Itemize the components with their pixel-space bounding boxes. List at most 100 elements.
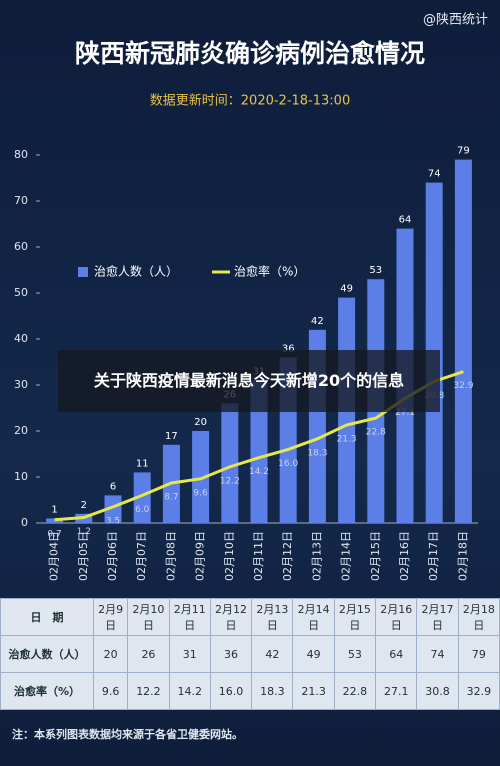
x-tick-label: 02月18日 [456, 531, 469, 581]
table-cell: 21.3 [292, 672, 335, 710]
y-tick-label: 10 [14, 470, 28, 483]
line-value-label: 14.2 [249, 467, 269, 477]
line-value-label: 32.9 [453, 381, 473, 391]
table-cell: 79 [457, 635, 500, 673]
note: 注：本系列图表数据均来源于各省卫健委网站。 [12, 728, 243, 741]
table-cell: 2月13日 [251, 598, 294, 636]
y-tick-label: 40 [14, 332, 28, 345]
line-value-label: 16.0 [278, 459, 298, 469]
table-cell: 12.2 [127, 672, 170, 710]
bar [46, 518, 64, 523]
table-cell: 22.8 [333, 672, 377, 710]
line-value-label: 9.6 [193, 488, 208, 498]
bar-value-label: 17 [165, 431, 178, 442]
table-cell: 31 [168, 635, 211, 673]
bar-value-label: 36 [282, 343, 295, 354]
table-cell: 42 [251, 635, 294, 673]
legend-label: 治愈率（%） [234, 264, 305, 279]
x-tick-label: 02月04日 [48, 531, 61, 581]
banner: 关于陕西疫情最新消息今天新增20个的信息 [58, 350, 440, 412]
table-cell: 64 [375, 635, 418, 673]
line-value-label: 1.2 [77, 527, 91, 537]
bar-value-label: 6 [110, 481, 116, 492]
table-cell: 治愈人数（人） [0, 635, 94, 673]
table-cell: 9.6 [92, 672, 129, 710]
table-cell: 2月17日 [416, 598, 459, 636]
y-tick-label: 80 [14, 148, 28, 161]
y-tick-label: 20 [14, 424, 28, 437]
legend-label: 治愈人数（人） [94, 264, 178, 279]
x-tick-label: 02月14日 [340, 531, 353, 581]
table-row: 日 期 2月9日 2月10日 2月11日 2月12日 2月13日 2月14日 2月15日 2月1… [0, 598, 500, 636]
y-tick-label: 60 [14, 240, 28, 253]
table-cell: 18.3 [251, 672, 294, 710]
bar-value-label: 49 [340, 284, 353, 295]
chart-title: 陕西新冠肺炎确诊病例治愈情况 [75, 39, 425, 68]
table-cell: 30.8 [416, 672, 459, 710]
bar-value-label: 2 [81, 500, 87, 511]
x-tick-label: 02月17日 [427, 531, 440, 581]
table-cell: 2月18日 [457, 598, 500, 636]
bar-value-label: 79 [457, 146, 470, 157]
legend-swatch [78, 267, 88, 277]
line-value-label: 12.2 [220, 476, 240, 486]
bar [192, 431, 210, 523]
bar-value-label: 1 [51, 504, 57, 515]
y-tick-label: 70 [14, 194, 28, 207]
table-cell: 日 期 [0, 598, 94, 636]
table-cell: 49 [292, 635, 335, 673]
data-table: 日 期 2月9日 2月10日 2月11日 2月12日 2月13日 2月14日 2月15日 2月1… [0, 598, 500, 710]
x-tick-label: 02月12日 [281, 531, 294, 581]
y-tick-label: 0 [21, 516, 28, 529]
line-value-label: 8.7 [164, 492, 178, 502]
bar-value-label: 20 [194, 417, 207, 428]
table-cell: 16.0 [209, 672, 253, 710]
line-value-label: 27.1 [395, 408, 415, 418]
bar [104, 495, 122, 523]
bar-value-label: 53 [369, 265, 382, 276]
bar-value-label: 11 [136, 458, 149, 469]
table-cell: 治愈率（%） [0, 672, 94, 710]
table-cell: 14.2 [168, 672, 211, 710]
table-cell: 27.1 [375, 672, 418, 710]
bar [133, 472, 151, 523]
table-cell: 2月14日 [292, 598, 335, 636]
x-tick-label: 02月15日 [369, 531, 382, 581]
table-cell: 2月15日 [333, 598, 377, 636]
bar [250, 380, 268, 523]
x-tick-label: 02月13日 [310, 531, 323, 581]
source: @陕西统计 [423, 13, 488, 28]
line-value-label: 22.8 [366, 428, 386, 438]
table-cell: 2月12日 [209, 598, 253, 636]
bar-value-label: 64 [399, 215, 412, 226]
x-tick-label: 02月06日 [106, 531, 119, 581]
table-cell: 2月10日 [127, 598, 170, 636]
bar-value-label: 42 [311, 316, 324, 327]
x-tick-label: 02月09日 [194, 531, 207, 581]
table-cell: 26 [127, 635, 170, 673]
chart: @陕西统计 陕西新冠肺炎确诊病例治愈情况 数据更新时间：2020-2-18-13… [14, 13, 488, 582]
table-cell: 2月16日 [375, 598, 418, 636]
y-tick-label: 30 [14, 378, 28, 391]
bar [221, 403, 239, 523]
x-tick-label: 02月10日 [223, 531, 236, 581]
table-cell: 53 [333, 635, 377, 673]
x-tick-label: 02月16日 [398, 531, 411, 581]
line-value-label: 6.0 [135, 505, 150, 515]
line-value-label: 0.7 [47, 529, 61, 539]
table-cell: 74 [416, 635, 459, 673]
x-tick-label: 02月05日 [77, 531, 90, 581]
table-cell: 20 [92, 635, 129, 673]
table-row: 治愈人数（人） 20 26 31 36 42 49 53 64 74 79 [0, 635, 500, 673]
table-cell: 32.9 [457, 672, 500, 710]
bar-value-label: 74 [428, 169, 441, 180]
table-cell: 2月11日 [168, 598, 211, 636]
bar [454, 159, 472, 523]
x-tick-label: 02月11日 [252, 531, 265, 581]
table-cell: 36 [209, 635, 253, 673]
y-tick-label: 50 [14, 286, 28, 299]
line-value-label: 3.5 [106, 516, 120, 526]
x-tick-label: 02月07日 [135, 531, 148, 581]
line-value-label: 21.3 [337, 435, 357, 445]
